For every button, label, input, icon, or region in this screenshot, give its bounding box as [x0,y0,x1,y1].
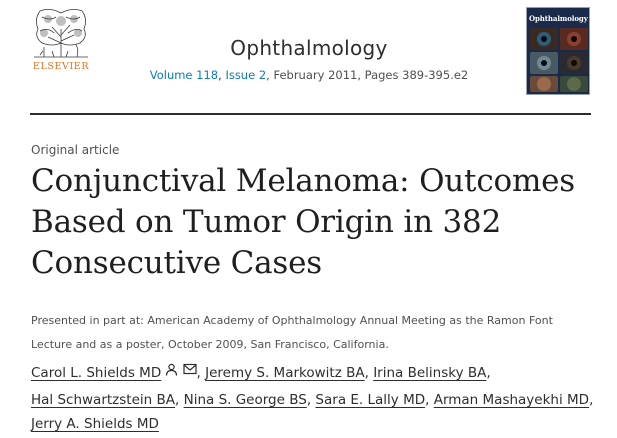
presented-line: Presented in part at: American Academy o… [31,314,553,327]
author-icons [165,363,197,388]
author-link[interactable]: Jeremy S. Markowitz BA [205,365,365,381]
volume-link[interactable]: Volume 118 [149,68,219,82]
cover-title: Ophthalmology [529,14,588,23]
author-link[interactable]: Hal Schwartzstein BA [31,391,175,408]
author-link[interactable]: Arman Mashayekhi MD [433,391,590,408]
journal-title[interactable]: Ophthalmology [230,36,388,60]
article-title: Conjunctival Melanoma: Outcomes Based on… [31,161,591,284]
article-title-line: Based on Tumor Origin in 382 [31,204,502,240]
cover-eye-image [530,76,558,92]
citation-details: , February 2011, Pages 389-395.e2 [266,68,469,82]
author-link[interactable]: Nina S. George BS [183,391,307,408]
author-link[interactable]: Sara E. Lally MD [315,391,426,408]
person-icon[interactable] [165,363,178,376]
cover-eye-image [530,52,558,74]
author-link[interactable]: Irina Belinsky BA [373,365,487,381]
cover-eye-image [560,28,588,50]
article-title-line: Conjunctival Melanoma: Outcomes [31,163,575,199]
header: ELSEVIER Ophthalmology Volume 118, Issue… [0,0,617,115]
publisher-name: ELSEVIER [32,61,90,72]
author-link[interactable]: Jerry A. Shields MD [31,416,159,432]
issue-link[interactable]: Issue 2 [225,68,267,82]
author-list: Carol L. Shields MD , Jeremy S. Markowit… [31,363,594,432]
mail-icon[interactable] [182,363,197,375]
author-link[interactable]: Carol L. Shields MD [31,365,162,381]
citation: Volume 118, Issue 2, February 2011, Page… [149,68,469,82]
cover-eye-image [560,76,588,92]
article-type: Original article [31,143,120,157]
presented-note: Presented in part at: American Academy o… [31,309,591,357]
journal-cover-thumbnail[interactable]: Ophthalmology [526,7,590,95]
cover-eye-image [560,52,588,74]
header-divider [30,113,591,115]
presented-line: Lecture and as a poster, October 2009, S… [31,338,389,351]
article-title-line: Consecutive Cases [31,245,322,281]
cover-eye-image [530,28,558,50]
elsevier-tree-logo[interactable] [30,7,92,75]
